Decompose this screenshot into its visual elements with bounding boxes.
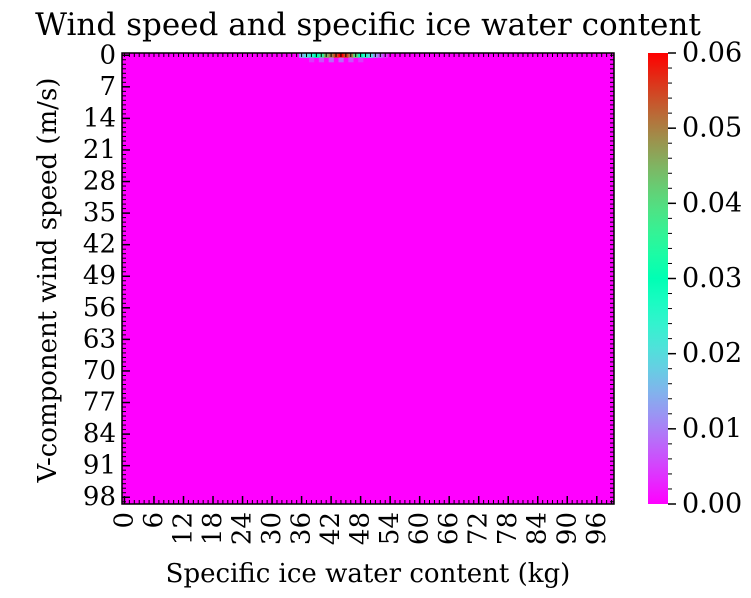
y-tick-label: 0 bbox=[99, 40, 116, 70]
heatmap-background bbox=[122, 53, 614, 504]
y-tick-label: 14 bbox=[83, 103, 116, 133]
y-tick-label: 56 bbox=[83, 293, 116, 323]
plot-area: 0 6 12 18 24 30 36 42 48 54 60 66 72 78 84 90 96 0714212… bbox=[83, 40, 615, 545]
y-tick-label: 28 bbox=[83, 167, 116, 197]
heatmap-cell bbox=[328, 57, 334, 63]
x-axis-ticks: 0 6 12 18 24 30 36 42 48 54 60 66 72 78 84 90 96 bbox=[109, 53, 613, 545]
y-axis-label: V-component wind speed (m/s) bbox=[33, 78, 63, 484]
y-tick-label: 35 bbox=[83, 198, 116, 228]
x-tick-label: 36 bbox=[287, 512, 317, 545]
x-tick-label: 66 bbox=[434, 512, 464, 545]
y-tick-label: 84 bbox=[83, 419, 116, 449]
colorbar-tick-label: 0.05 bbox=[682, 113, 742, 144]
x-tick-label: 30 bbox=[257, 512, 287, 545]
x-tick-label: 0 bbox=[109, 512, 139, 529]
heatmap-cell bbox=[318, 57, 325, 63]
colorbar-tick-label: 0.02 bbox=[682, 338, 742, 369]
y-tick-label: 21 bbox=[83, 135, 116, 165]
x-tick-label: 54 bbox=[375, 512, 405, 545]
x-tick-label: 78 bbox=[493, 512, 523, 545]
x-tick-label: 42 bbox=[316, 512, 346, 545]
x-tick-label: 84 bbox=[523, 512, 553, 545]
y-tick-label: 42 bbox=[83, 230, 116, 260]
x-tick-label: 24 bbox=[228, 512, 258, 545]
y-tick-label: 63 bbox=[83, 324, 116, 354]
heatmap-cell bbox=[308, 57, 315, 63]
plot-frame bbox=[121, 52, 615, 505]
colorbar-tick-label: 0.01 bbox=[682, 413, 742, 444]
x-tick-label: 48 bbox=[346, 512, 376, 545]
colorbar-tick-label: 0.04 bbox=[682, 188, 742, 219]
x-tick-label: 72 bbox=[464, 512, 494, 545]
y-tick-label: 91 bbox=[83, 451, 116, 481]
y-tick-label: 7 bbox=[99, 72, 116, 102]
colorbar: 0.00 0.01 0.02 0.03 0.04 0.05 0.06 bbox=[648, 38, 742, 520]
heatmap-cell bbox=[348, 57, 354, 63]
x-tick-label: 60 bbox=[405, 512, 435, 545]
y-tick-label: 77 bbox=[83, 388, 116, 418]
y-tick-label: 49 bbox=[83, 261, 116, 291]
colorbar-tick-label: 0.06 bbox=[682, 38, 742, 69]
x-tick-label: 18 bbox=[198, 512, 228, 545]
x-tick-label: 12 bbox=[169, 512, 199, 545]
heatmap-cell bbox=[338, 57, 344, 63]
x-tick-label: 96 bbox=[582, 512, 612, 545]
x-tick-label: 6 bbox=[139, 512, 169, 529]
x-axis-label: Specific ice water content (kg) bbox=[166, 559, 571, 589]
colorbar-ticks: 0.00 0.01 0.02 0.03 0.04 0.05 0.06 bbox=[668, 38, 742, 520]
x-tick-label: 90 bbox=[552, 512, 582, 545]
chart-title: Wind speed and specific ice water conten… bbox=[35, 7, 701, 43]
heatmap-cell bbox=[358, 57, 364, 63]
colorbar-tick-label: 0.03 bbox=[682, 263, 742, 294]
colorbar-gradient bbox=[648, 53, 668, 504]
colorbar-tick-label: 0.00 bbox=[682, 489, 742, 520]
y-tick-label: 70 bbox=[83, 356, 116, 386]
y-tick-label: 98 bbox=[83, 482, 116, 512]
